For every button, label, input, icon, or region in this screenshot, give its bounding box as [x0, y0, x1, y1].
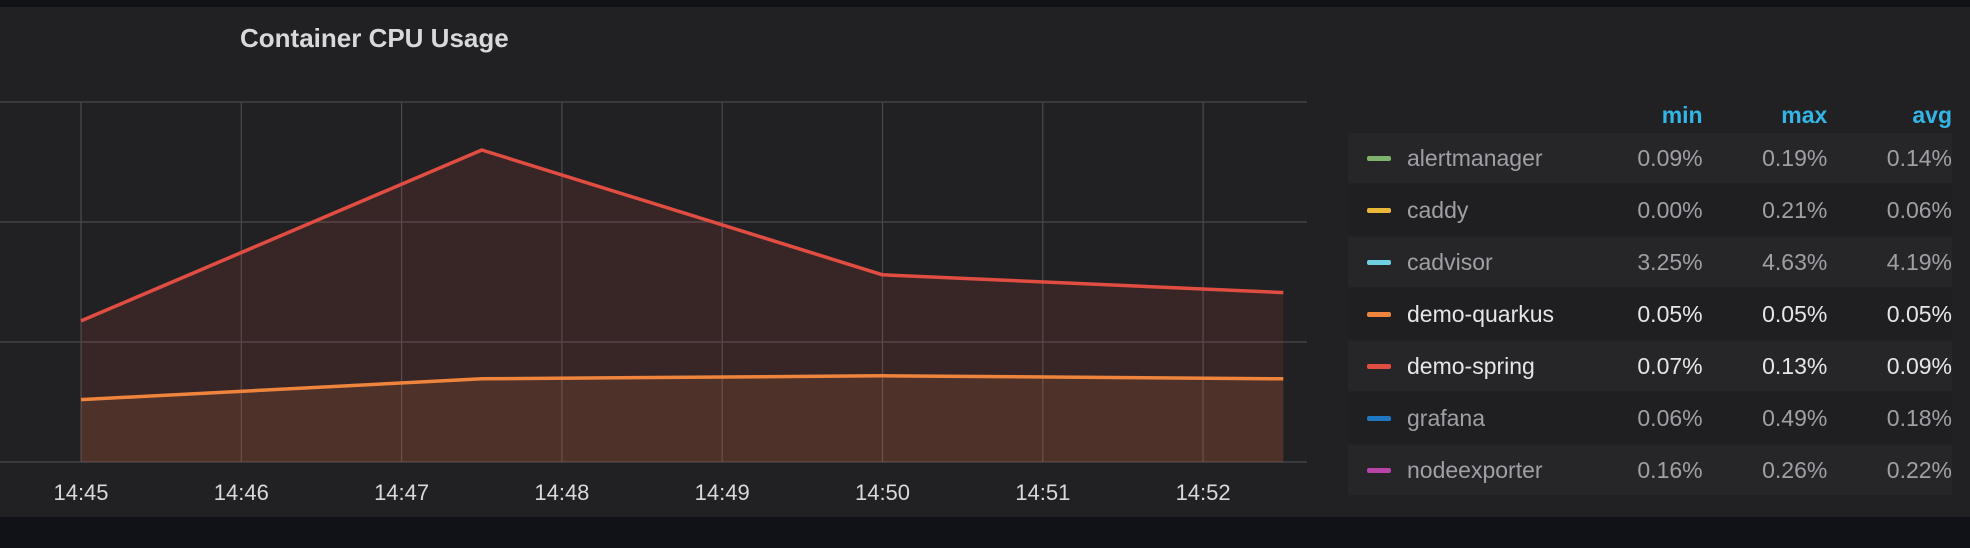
legend-item-label[interactable]: nodeexporter	[1407, 456, 1543, 483]
legend-item-alertmanager[interactable]: alertmanager 0.09% 0.19% 0.14%	[1348, 133, 1952, 183]
series-line-demo-quarkus	[80, 374, 1284, 402]
legend-swatch[interactable]	[1367, 259, 1391, 265]
legend-value-max: 0.13%	[1762, 352, 1828, 379]
legend-item-label[interactable]: demo-quarkus	[1407, 300, 1555, 327]
legend-value-min: 0.00%	[1637, 196, 1703, 223]
legend-value-avg: 0.14%	[1886, 144, 1953, 171]
legend-value-max: 0.49%	[1762, 404, 1828, 431]
panel-title[interactable]: Container CPU Usage	[240, 23, 509, 53]
legend-item-label[interactable]: grafana	[1407, 404, 1486, 431]
legend-col-min[interactable]: min	[1661, 101, 1703, 128]
legend-rows: alertmanager 0.09% 0.19% 0.14% caddy 0.00% 0.2…	[1348, 133, 1952, 495]
legend-item-label[interactable]: alertmanager	[1407, 144, 1543, 171]
chart-x-axis: 14:45 14:46 14:47 14:48 14:49 14:50 14:51 14:52	[53, 480, 1230, 505]
legend-value-avg: 0.18%	[1886, 404, 1953, 431]
series-line-demo-spring	[80, 148, 1284, 323]
legend-value-avg: 0.22%	[1886, 456, 1953, 483]
legend-value-avg: 0.09%	[1886, 352, 1953, 379]
x-tick-label: 14:49	[695, 480, 750, 505]
x-tick-label: 14:51	[1015, 480, 1070, 505]
legend-value-min: 0.06%	[1637, 404, 1703, 431]
series-area-demo-quarkus	[81, 375, 1284, 462]
legend-value-max: 0.19%	[1762, 144, 1828, 171]
legend-value-avg: 0.06%	[1886, 196, 1953, 223]
legend-value-max: 0.21%	[1762, 196, 1828, 223]
legend-item-grafana[interactable]: grafana 0.06% 0.49% 0.18%	[1348, 393, 1952, 443]
legend-swatch[interactable]	[1367, 415, 1391, 421]
chart-series-fills	[81, 150, 1284, 462]
legend-swatch[interactable]	[1367, 467, 1391, 473]
x-tick-label: 14:48	[534, 480, 589, 505]
chart-series-lines	[80, 148, 1284, 402]
x-tick-label: 14:46	[214, 480, 269, 505]
legend-value-min: 3.25%	[1637, 248, 1703, 275]
legend-value-min: 0.07%	[1637, 352, 1703, 379]
graph-panel: Container CPU Usage 14:45 14:46 14:47 14:48…	[0, 7, 1970, 517]
legend-col-max[interactable]: max	[1781, 101, 1828, 128]
legend-item-label[interactable]: caddy	[1407, 196, 1469, 223]
legend-value-avg: 0.05%	[1886, 300, 1953, 327]
legend-item-demo-quarkus[interactable]: demo-quarkus 0.05% 0.05% 0.05%	[1348, 289, 1952, 339]
legend-value-max: 4.63%	[1762, 248, 1828, 275]
x-tick-label: 14:45	[53, 480, 108, 505]
x-tick-label: 14:50	[855, 480, 910, 505]
legend-swatch[interactable]	[1367, 207, 1391, 213]
legend-value-min: 0.09%	[1637, 144, 1703, 171]
chart-legend: min max avg alertmanager 0.09% 0.19% 0.14% c…	[1348, 97, 1952, 497]
legend-value-avg: 4.19%	[1886, 248, 1953, 275]
legend-value-min: 0.05%	[1637, 300, 1703, 327]
legend-item-demo-spring[interactable]: demo-spring 0.07% 0.13% 0.09%	[1348, 341, 1952, 391]
x-tick-label: 14:52	[1176, 480, 1231, 505]
legend-value-max: 0.26%	[1762, 456, 1828, 483]
legend-header: min max avg	[1348, 97, 1952, 133]
legend-value-max: 0.05%	[1762, 300, 1828, 327]
chart-plot-area[interactable]: 14:45 14:46 14:47 14:48 14:49 14:50 14:51 14:52	[0, 92, 1320, 512]
legend-item-cadvisor[interactable]: cadvisor 3.25% 4.63% 4.19%	[1348, 237, 1952, 287]
legend-swatch[interactable]	[1367, 311, 1391, 317]
chart-grid	[0, 101, 1307, 463]
legend-col-avg[interactable]: avg	[1912, 101, 1953, 128]
legend-item-caddy[interactable]: caddy 0.00% 0.21% 0.06%	[1348, 185, 1952, 235]
legend-swatch[interactable]	[1367, 363, 1391, 369]
legend-swatch[interactable]	[1367, 155, 1391, 161]
legend-value-min: 0.16%	[1637, 456, 1703, 483]
legend-item-label[interactable]: cadvisor	[1407, 248, 1493, 275]
legend-item-label[interactable]: demo-spring	[1407, 352, 1535, 379]
x-tick-label: 14:47	[374, 480, 429, 505]
legend-item-nodeexporter[interactable]: nodeexporter 0.16% 0.26% 0.22%	[1348, 445, 1952, 495]
